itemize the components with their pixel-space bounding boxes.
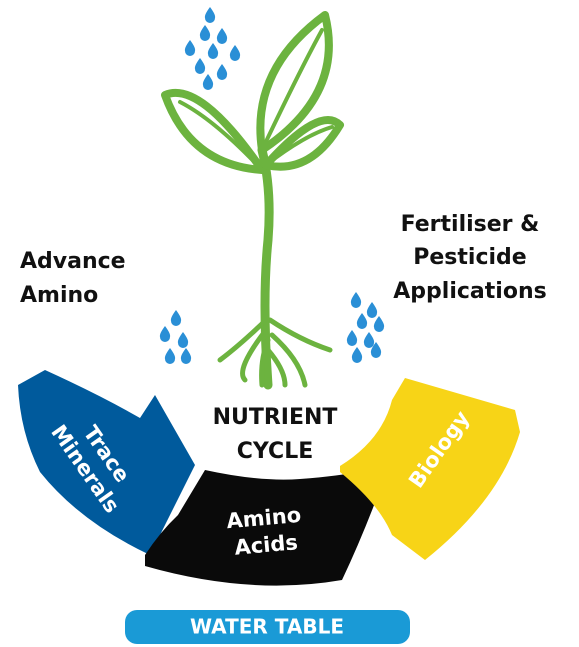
diagram: Advance Amino Fertiliser & Pesticide App… (0, 0, 579, 647)
right-label: Pesticide (413, 245, 526, 270)
center-label: NUTRIENT (213, 405, 338, 430)
right-label: Fertiliser & (401, 212, 540, 237)
left-label: Advance (20, 249, 126, 274)
footer-label: WATER TABLE (190, 615, 344, 639)
left-label: Amino (20, 283, 98, 308)
plant (165, 15, 340, 385)
right-label: Applications (393, 279, 546, 304)
center-label: CYCLE (237, 439, 313, 464)
